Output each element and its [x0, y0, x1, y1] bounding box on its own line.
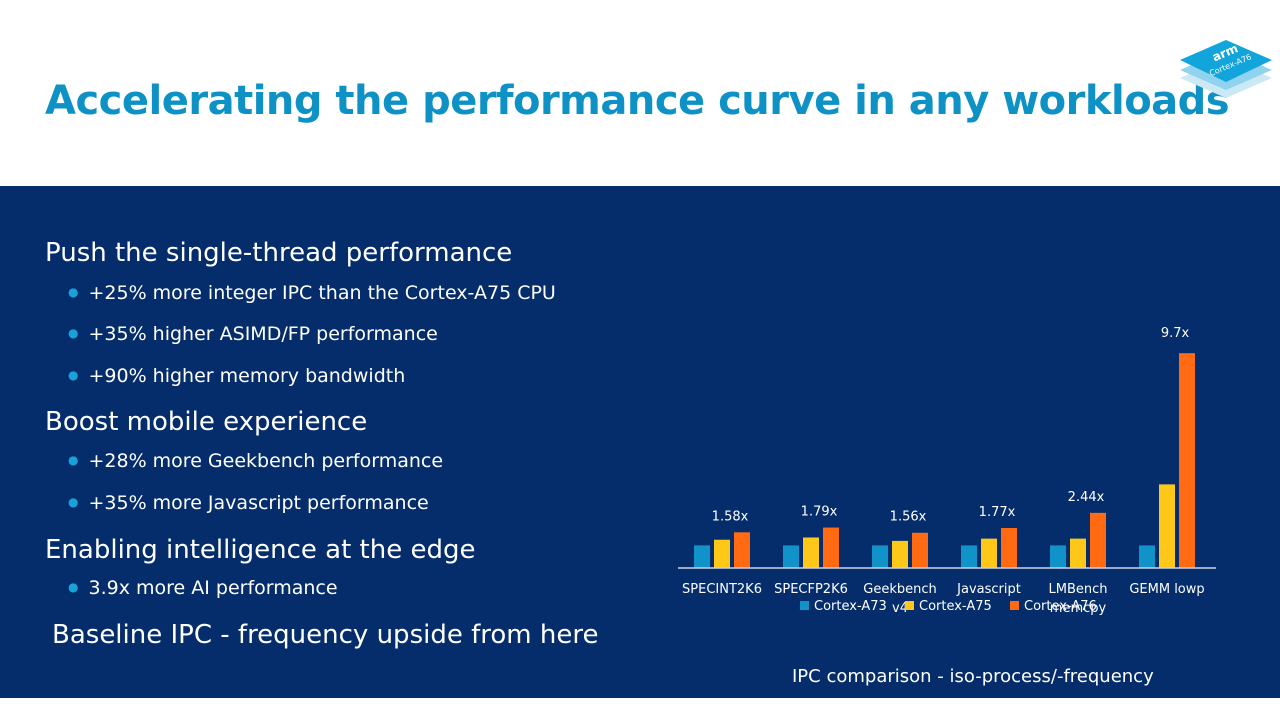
bullet-item: ● +90% higher memory bandwidth	[68, 365, 406, 387]
bar-cortex-a73	[694, 545, 710, 568]
bar-cortex-a73	[1050, 545, 1066, 568]
bullet-item: ● +35% more Javascript performance	[68, 492, 429, 514]
bullet-dot-icon: ●	[68, 453, 79, 467]
x-tick-label: SPECINT2K6	[682, 582, 762, 597]
arm-cortex-a76-logo: arm Cortex-A76	[1180, 40, 1272, 98]
bullet-dot-icon: ●	[68, 580, 79, 594]
data-label: 1.79x	[801, 505, 838, 520]
x-tick-label: GEMM lowp	[1129, 582, 1204, 597]
bar-cortex-a75	[803, 537, 819, 568]
x-tick-label: memcpy	[1050, 601, 1107, 616]
x-tick-label: Geekbench	[863, 582, 936, 597]
bar-cortex-a76	[912, 532, 928, 568]
page-title: Accelerating the performance curve in an…	[45, 78, 1230, 124]
bullet-item: ● +28% more Geekbench performance	[68, 450, 444, 472]
bullet-dot-icon: ●	[68, 326, 79, 340]
bullet-dot-icon: ●	[68, 495, 79, 509]
bullet-item: ● +35% higher ASIMD/FP performance	[68, 323, 438, 345]
data-label: 1.77x	[979, 505, 1016, 520]
bar-cortex-a76	[734, 532, 750, 568]
legend-label: Cortex-A73	[814, 599, 887, 614]
data-label: 2.44x	[1068, 490, 1105, 505]
x-tick-label: Javascript	[956, 582, 1021, 597]
bar-cortex-a76	[1179, 353, 1195, 568]
data-label: 1.56x	[890, 510, 927, 525]
bar-cortex-a76	[1001, 527, 1017, 568]
bar-cortex-a73	[783, 545, 799, 568]
legend-swatch	[800, 601, 809, 610]
bullet-dot-icon: ●	[68, 368, 79, 382]
bar-cortex-a73	[872, 545, 888, 568]
bar-cortex-a76	[823, 527, 839, 568]
data-label: 9.7x	[1161, 326, 1190, 341]
content-panel	[0, 186, 1280, 698]
footer-heading: Baseline IPC - frequency upside from her…	[52, 620, 599, 650]
bar-cortex-a75	[892, 540, 908, 568]
bullet-item: ● +25% more integer IPC than the Cortex-A…	[68, 282, 556, 304]
bar-cortex-a76	[1090, 512, 1106, 568]
x-tick-label: v4	[892, 601, 908, 616]
bar-cortex-a73	[1139, 545, 1155, 568]
bar-cortex-a73	[961, 545, 977, 568]
chart-caption: IPC comparison - iso-process/-frequency	[792, 666, 1154, 687]
bullet-item: ● 3.9x more AI performance	[68, 577, 338, 599]
bar-cortex-a75	[1159, 484, 1175, 568]
bar-cortex-a75	[714, 539, 730, 568]
heading-mobile-experience: Boost mobile experience	[45, 407, 368, 437]
legend-swatch	[905, 601, 914, 610]
x-tick-label: SPECFP2K6	[774, 582, 848, 597]
ipc-bar-chart: 1.58x SPECINT2K6 1.79x SPECFP2K6 1.56x Geekbe…	[678, 326, 1216, 616]
heading-single-thread: Push the single-thread performance	[45, 238, 513, 268]
legend-swatch	[1010, 601, 1019, 610]
heading-intelligence-edge: Enabling intelligence at the edge	[45, 535, 476, 565]
bar-cortex-a75	[1070, 538, 1086, 568]
data-label: 1.58x	[712, 509, 749, 524]
bar-cortex-a75	[981, 538, 997, 568]
x-tick-label: LMBench	[1048, 582, 1107, 597]
bullet-dot-icon: ●	[68, 285, 79, 299]
legend-label: Cortex-A76	[1024, 599, 1097, 614]
legend-label: Cortex-A75	[919, 599, 992, 614]
